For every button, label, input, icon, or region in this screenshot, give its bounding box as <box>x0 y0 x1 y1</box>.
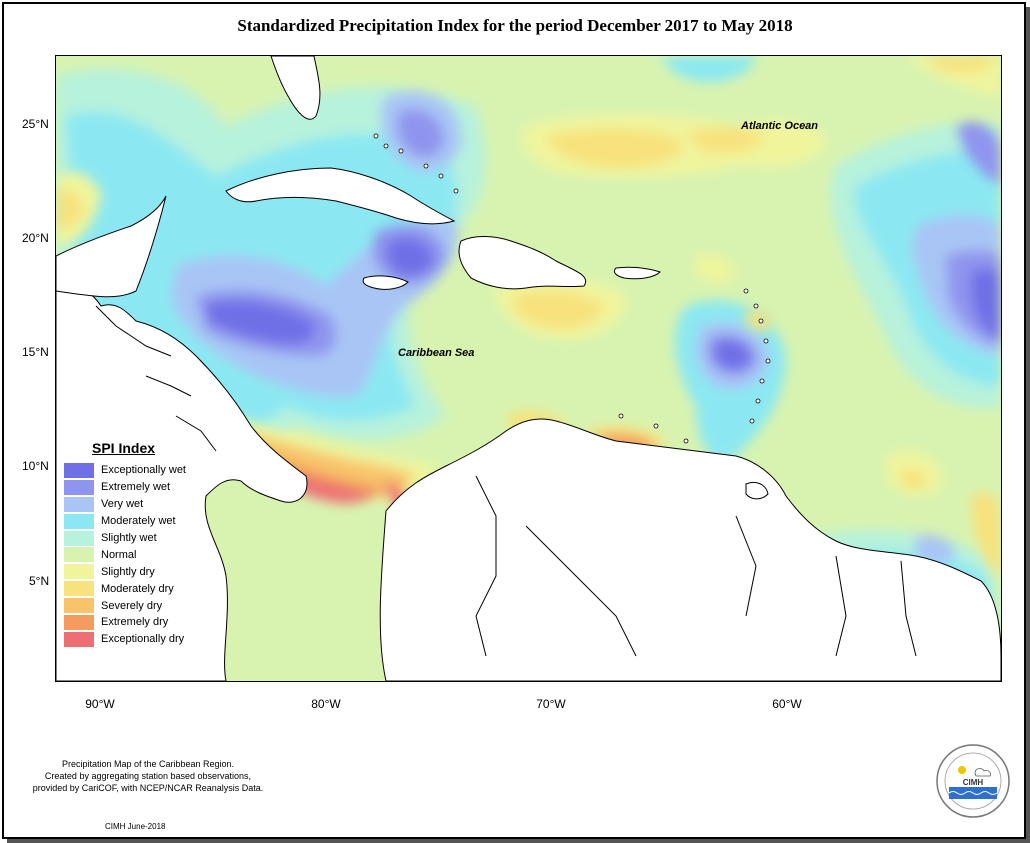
small-islands <box>373 133 771 444</box>
legend-item: Severely dry <box>64 597 214 614</box>
legend-swatch <box>64 614 94 630</box>
legend-swatch <box>64 564 94 580</box>
footnote: Precipitation Map of the Caribbean Regio… <box>8 758 288 794</box>
legend-items: Exceptionally wet Extremely wet Very wet Mo… <box>64 462 214 648</box>
legend-swatch <box>64 581 94 597</box>
legend-swatch <box>64 479 94 495</box>
cimh-logo: CIMH <box>935 743 1011 819</box>
legend-item: Moderately wet <box>64 513 214 530</box>
legend-label: Extremely dry <box>101 616 169 629</box>
legend-swatch <box>64 462 94 478</box>
legend-item: Normal <box>64 546 214 563</box>
legend-swatch <box>64 598 94 614</box>
lat-tick-10n: 10°N <box>22 459 49 473</box>
legend-label: Exceptionally wet <box>101 464 186 477</box>
lon-tick-60w: 60°W <box>772 697 802 711</box>
legend-swatch <box>64 530 94 546</box>
lat-tick-20n: 20°N <box>22 231 49 245</box>
legend-swatch <box>64 496 94 512</box>
legend-label: Extremely wet <box>101 481 171 494</box>
logo-text: CIMH <box>963 778 984 787</box>
legend-swatch <box>64 547 94 563</box>
legend-label: Normal <box>101 548 137 561</box>
legend-label: Slightly wet <box>101 532 157 544</box>
legend-label: Moderately dry <box>101 582 174 595</box>
map-title: Standardized Precipitation Index for the… <box>237 16 793 35</box>
lat-tick-5n: 5°N <box>29 574 50 588</box>
legend-item: Moderately dry <box>64 580 214 597</box>
cimh-logo-icon: CIMH <box>936 744 1010 818</box>
borders <box>95 305 917 657</box>
lon-tick-90w: 90°W <box>85 697 115 711</box>
footnote-line-3: provided by CariCOF, with NCEP/NCAR Rean… <box>32 783 264 793</box>
legend-swatch <box>64 513 94 529</box>
sun-icon <box>958 766 966 774</box>
footnote-line-1: Precipitation Map of the Caribbean Regio… <box>61 759 235 769</box>
legend-item: Very wet <box>64 496 214 513</box>
credit-text: CIMH June-2018 <box>105 822 166 831</box>
legend-label: Exceptionally dry <box>101 633 185 646</box>
spi-legend: SPI Index Exceptionally wet Extremely wet… <box>64 440 214 648</box>
legend-item: Extremely wet <box>64 479 214 496</box>
footnote-line-2: Created by aggregating station based obs… <box>44 771 252 781</box>
legend-title: SPI Index <box>92 440 156 456</box>
spi-map[interactable]: Atlantic Ocean Caribbean Sea <box>55 55 1002 682</box>
map-canvas <box>56 56 1001 681</box>
legend-item: Exceptionally dry <box>64 631 214 648</box>
legend-label: Severely dry <box>101 599 163 612</box>
legend-swatch <box>64 631 94 647</box>
legend-item: Slightly wet <box>64 530 214 547</box>
legend-item: Extremely dry <box>64 614 214 631</box>
lon-tick-70w: 70°W <box>536 697 566 711</box>
lat-tick-15n: 15°N <box>22 345 49 359</box>
lon-tick-80w: 80°W <box>311 697 341 711</box>
caribbean-sea-label: Caribbean Sea <box>398 347 475 359</box>
atlantic-ocean-label: Atlantic Ocean <box>741 120 819 132</box>
cloud-icon <box>974 768 991 777</box>
legend-label: Moderately wet <box>101 515 176 528</box>
lat-tick-25n: 25°N <box>22 117 49 131</box>
legend-item: Slightly dry <box>64 563 214 580</box>
legend-label: Slightly dry <box>101 565 155 578</box>
legend-item: Exceptionally wet <box>64 462 214 479</box>
legend-label: Very wet <box>101 498 144 511</box>
